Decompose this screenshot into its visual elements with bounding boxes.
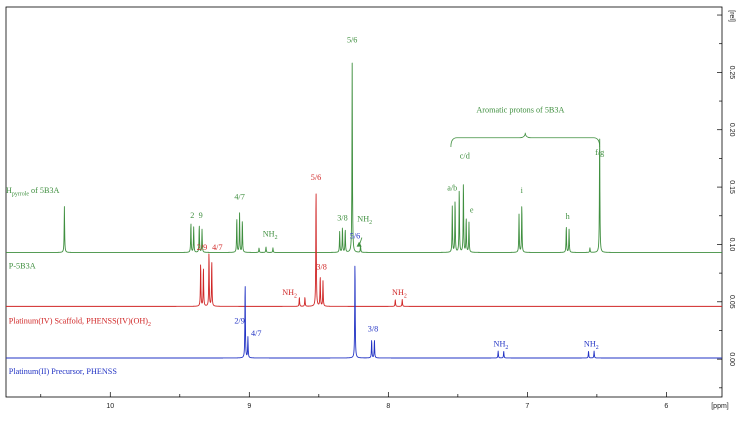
peak-annotation: NH2 <box>282 288 297 299</box>
peak-annotation: 2/9 <box>197 243 207 252</box>
y-tick-label: 0.15 <box>728 180 735 194</box>
series-2-group <box>6 260 722 358</box>
peak-annotation: 9 <box>199 211 203 220</box>
peak-annotation: 4/7 <box>234 193 244 202</box>
peak-annotation: e <box>470 205 474 214</box>
peak-annotation: h <box>566 212 570 221</box>
y-tick-label: 0.25 <box>728 66 735 80</box>
spectrum-line-1 <box>6 194 722 306</box>
series-1-group <box>6 187 722 306</box>
peak-annotation: 3/8 <box>316 263 326 272</box>
peak-annotation: NH2 <box>494 340 509 351</box>
x-tick-label: 7 <box>525 403 529 410</box>
peak-annotation: 4/7 <box>212 243 222 252</box>
peak-annotation: NH2 <box>392 288 407 299</box>
peak-annotation: f/g <box>595 148 604 157</box>
peak-annotation: Aromatic protons of 5B3A <box>476 106 564 115</box>
peak-annotation: a/b <box>447 184 457 193</box>
peak-annotation: 5/6 <box>350 232 360 241</box>
x-axis-label: [ppm] <box>711 403 729 410</box>
peak-annotation: i <box>521 186 524 195</box>
peak-annotation: 2/9 <box>234 317 244 326</box>
plot-frame <box>6 7 722 397</box>
spectrum-line-0 <box>6 63 722 252</box>
peak-annotation: 3/8 <box>368 325 378 334</box>
series-0-group <box>6 63 722 252</box>
trace-label: P-5B3A <box>9 262 36 271</box>
peak-annotation: 4/7 <box>251 329 261 338</box>
x-tick-label: 10 <box>106 403 114 410</box>
peak-annotation: NH2 <box>357 215 372 226</box>
aromatic-bracket <box>451 133 600 147</box>
trace-label: Platinum(II) Precursor, PHENSS <box>9 367 118 376</box>
nh2-arrow-head <box>357 242 362 247</box>
x-tick-label: 6 <box>664 403 668 410</box>
y-tick-label: 0.05 <box>728 295 735 309</box>
peak-annotation: 3/8 <box>337 213 347 222</box>
peak-annotation: c/d <box>460 151 470 160</box>
y-tick-label: 0.10 <box>728 238 735 252</box>
trace-label: Platinum(IV) Scaffold, PHENSS(IV)(OH)2 <box>9 317 151 328</box>
peak-annotation: Hpyrrole of 5B3A <box>6 186 60 197</box>
spectrum-line-2 <box>6 266 722 358</box>
peak-annotation: 2 <box>190 211 194 220</box>
x-tick-label: 8 <box>386 403 390 410</box>
peak-annotation: 5/6 <box>311 173 321 182</box>
y-axis-label: [rel] <box>728 10 735 22</box>
x-tick-label: 9 <box>247 403 251 410</box>
peak-annotation: NH2 <box>584 340 599 351</box>
peak-annotation: NH2 <box>263 229 278 240</box>
y-tick-label: 0.00 <box>728 352 735 366</box>
y-tick-label: 0.20 <box>728 123 735 137</box>
peak-annotation: 5/6 <box>347 36 357 45</box>
